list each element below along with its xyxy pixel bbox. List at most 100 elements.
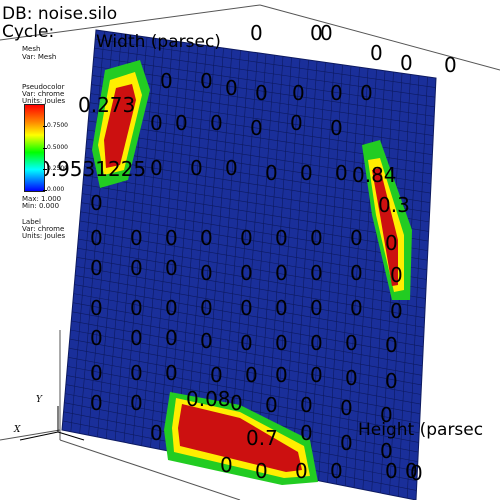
zero-label: 0 — [160, 69, 173, 93]
zero-label: 0 — [330, 81, 343, 105]
grid-line — [72, 302, 423, 367]
grid-line — [93, 56, 435, 108]
zero-label: 0 — [400, 51, 413, 75]
x-axis-label: X — [14, 425, 21, 435]
zero-label: 0 — [240, 261, 253, 285]
height-axis-title: Height (parsec — [358, 420, 484, 440]
zero-label: 0 — [300, 421, 313, 445]
grid-line — [70, 329, 422, 395]
zero-label: 0 — [385, 231, 398, 255]
grid-line — [82, 193, 428, 251]
legend-tick: 0.5000 — [47, 144, 68, 151]
zero-label: 0 — [292, 81, 305, 105]
zero-label: 0 — [330, 116, 343, 140]
zero-label: 0 — [165, 361, 178, 385]
zero-label: 0 — [380, 403, 393, 427]
zero-label: 0 — [265, 161, 278, 185]
zero-label: 0 — [330, 459, 343, 483]
zero-label: 0 — [340, 431, 353, 455]
zero-label: 0 — [444, 53, 457, 77]
grid-line — [81, 202, 428, 261]
zero-label: 0 — [240, 331, 253, 355]
grid-line — [67, 366, 420, 434]
zero-label: 0 — [165, 296, 178, 320]
zero-label: 0 — [385, 459, 398, 483]
zero-label: 0 — [90, 361, 103, 385]
cycle-label: Cycle: — [2, 22, 55, 42]
grid-line — [79, 220, 427, 280]
grid-line — [71, 311, 422, 376]
zero-label: 0 — [130, 391, 143, 415]
zero-label: 0 — [200, 329, 213, 353]
legend-max: Max: 1.000 — [22, 195, 62, 203]
label-legend-title: Label — [22, 218, 41, 226]
zero-label: 0 — [310, 331, 323, 355]
grid-line — [83, 175, 429, 232]
grid-line — [76, 256, 425, 319]
zero-label: 0 — [150, 156, 163, 180]
grid-line — [74, 284, 424, 347]
zero-label: 0 — [345, 366, 358, 390]
zero-label: 0 — [350, 226, 363, 250]
legend-tickmark — [43, 190, 47, 191]
zero-label: 0 — [240, 226, 253, 250]
zero-label: 0 — [380, 439, 393, 463]
label-legend-units: Units: Joules — [22, 232, 66, 240]
zero-label: 0 — [335, 161, 348, 185]
grid-line — [94, 47, 436, 98]
zero-label: 0 — [350, 261, 363, 285]
grid-line — [75, 275, 424, 338]
legend-title: Pseudocolor — [22, 83, 65, 91]
grid-line — [82, 184, 429, 242]
zero-label: 0 — [350, 296, 363, 320]
value-label-right-mid: 0.84 — [352, 163, 397, 187]
value-label-left-mid: 0.9531225 — [38, 157, 146, 181]
zero-label: 0 — [210, 111, 223, 135]
zero-label: 0 — [410, 461, 423, 485]
zero-label: 0 — [275, 261, 288, 285]
legend-var: Var: chrome — [22, 90, 65, 98]
zero-label: 0 — [225, 76, 238, 100]
zero-label: 0 — [310, 261, 323, 285]
zero-label: 0 — [275, 296, 288, 320]
mesh-var-label: Var: Mesh — [22, 53, 57, 61]
grid-line — [73, 293, 423, 357]
zero-label: 0 — [340, 396, 353, 420]
zero-label: 0 — [165, 326, 178, 350]
hotspot-bottom — [164, 392, 318, 485]
value-label-bottom-mid: 0.08 — [186, 387, 231, 411]
zero-label: 0 — [320, 21, 333, 45]
zero-label: 0 — [200, 296, 213, 320]
zero-label: 0 — [200, 69, 213, 93]
y-axis-label: Y — [36, 395, 42, 405]
grid-line — [78, 229, 427, 290]
hotspot-right — [362, 140, 412, 300]
zero-label: 0 — [130, 296, 143, 320]
zero-label: 0 — [245, 363, 258, 387]
grid-line — [80, 211, 427, 271]
zero-label: 0 — [275, 226, 288, 250]
zero-label: 0 — [90, 191, 103, 215]
zero-label: 0 — [370, 41, 383, 65]
value-labels: 0.273 0.9531225 0.84 0.3 0.08 0.7 — [38, 93, 410, 450]
zero-label: 0 — [90, 226, 103, 250]
zero-label: 0 — [150, 111, 163, 135]
zero-label: 0 — [290, 111, 303, 135]
zero-label: 0 — [385, 369, 398, 393]
zero-label: 0 — [385, 333, 398, 357]
value-label-left-top: 0.273 — [78, 93, 135, 117]
grid-line — [78, 238, 426, 299]
zero-label: 0 — [265, 393, 278, 417]
zero-label: 0 — [130, 256, 143, 280]
zero-label: 0 — [165, 256, 178, 280]
width-axis-title: Width (parsec) — [96, 32, 221, 52]
zero-label: 0 — [295, 459, 308, 483]
zero-label: 0 — [130, 326, 143, 350]
zero-label: 0 — [300, 161, 313, 185]
legend-tick: 0.2500 — [47, 165, 68, 172]
zero-label: 0 — [130, 226, 143, 250]
zero-label: 0 — [220, 453, 233, 477]
zero-label: 0 — [255, 81, 268, 105]
legend-tick: 0.000 — [47, 186, 65, 193]
